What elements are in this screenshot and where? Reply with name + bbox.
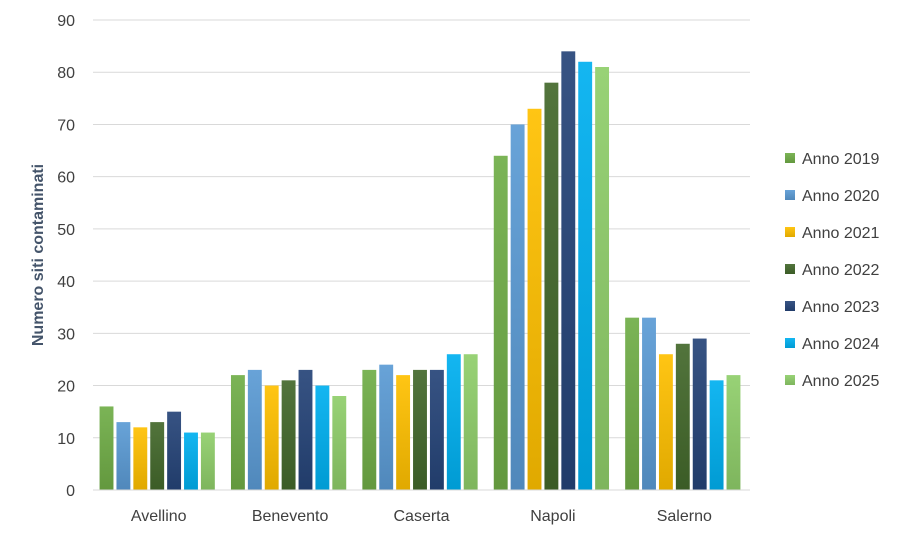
bar-benevento-anno-2023 (298, 369, 313, 490)
bar-benevento-anno-2022 (281, 380, 296, 490)
bar-salerno-anno-2019 (625, 317, 640, 490)
y-axis-ticks: 0 10 20 30 40 50 60 70 80 90 (57, 13, 75, 500)
bar-salerno-anno-2023 (692, 338, 707, 490)
y-tick-label: 80 (57, 65, 75, 82)
bar-caserta-anno-2022 (413, 369, 427, 490)
bar-napoli-anno-2023 (561, 51, 576, 490)
bar-caserta-anno-2021 (396, 375, 411, 490)
bar-caserta-anno-2024 (446, 354, 461, 490)
bar-avellino-anno-2022 (150, 422, 165, 490)
y-tick-label: 40 (57, 274, 75, 291)
y-tick-label: 30 (57, 326, 75, 343)
bar-napoli-anno-2019 (493, 155, 508, 490)
legend-label: Anno 2020 (802, 188, 880, 205)
bar-napoli-anno-2020 (510, 124, 525, 490)
bar-avellino-anno-2021 (133, 427, 148, 490)
legend-swatch (785, 227, 795, 237)
x-category-label: Caserta (393, 508, 449, 525)
legend: Anno 2019 Anno 2020 Anno 2021 Anno 2022 Anno… (785, 151, 880, 390)
y-axis-title: Numero siti contaminati (30, 164, 47, 346)
bar-avellino-anno-2019 (99, 406, 114, 490)
gridlines (93, 19, 750, 439)
bar-avellino-anno-2020 (116, 422, 131, 490)
bar-napoli-anno-2025 (595, 67, 610, 490)
bar-salerno-anno-2024 (709, 380, 724, 490)
y-tick-label: 70 (57, 117, 75, 134)
legend-label: Anno 2019 (802, 151, 880, 168)
x-category-label: Napoli (530, 508, 575, 525)
bar-avellino-anno-2024 (184, 432, 198, 490)
bar-caserta-anno-2025 (463, 354, 478, 490)
bar-benevento-anno-2019 (230, 375, 245, 490)
bar-benevento-anno-2024 (315, 385, 330, 490)
legend-label: Anno 2025 (802, 373, 880, 390)
x-category-label: Salerno (657, 508, 712, 525)
bar-salerno-anno-2025 (726, 375, 741, 490)
bar-salerno-anno-2021 (658, 354, 673, 490)
bar-caserta-anno-2020 (379, 364, 394, 490)
bar-salerno-anno-2020 (642, 317, 656, 490)
y-tick-label: 0 (66, 483, 75, 500)
y-tick-label: 90 (57, 13, 75, 30)
y-tick-label: 10 (57, 431, 75, 448)
bars (99, 51, 741, 491)
bar-napoli-anno-2021 (527, 108, 542, 491)
y-tick-label: 20 (57, 379, 75, 396)
bar-benevento-anno-2025 (332, 396, 347, 490)
x-axis-categories: Avellino Benevento Caserta Napoli Salerno (131, 508, 712, 525)
legend-label: Anno 2024 (802, 336, 880, 353)
legend-swatch (785, 338, 795, 348)
y-tick-label: 60 (57, 170, 75, 187)
legend-label: Anno 2023 (802, 299, 880, 316)
bar-benevento-anno-2021 (264, 385, 279, 490)
legend-label: Anno 2021 (802, 225, 880, 242)
bar-caserta-anno-2019 (362, 369, 377, 490)
y-tick-label: 50 (57, 222, 75, 239)
bar-avellino-anno-2023 (167, 411, 182, 490)
legend-swatch (785, 153, 795, 163)
legend-label: Anno 2022 (802, 262, 880, 279)
legend-swatch (785, 190, 795, 200)
x-category-label: Benevento (252, 508, 329, 525)
bar-salerno-anno-2022 (675, 343, 690, 490)
legend-swatch (785, 301, 795, 311)
bar-napoli-anno-2024 (578, 61, 593, 491)
bar-benevento-anno-2020 (247, 369, 262, 490)
x-category-label: Avellino (131, 508, 187, 525)
bar-napoli-anno-2022 (544, 82, 559, 491)
legend-swatch (785, 264, 795, 274)
bar-caserta-anno-2023 (429, 369, 444, 490)
bar-avellino-anno-2025 (200, 432, 215, 490)
legend-swatch (785, 375, 795, 385)
